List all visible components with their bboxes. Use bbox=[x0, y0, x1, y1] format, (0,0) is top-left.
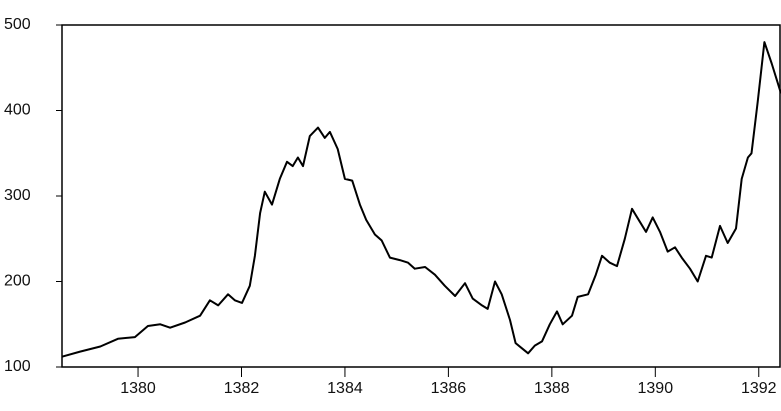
x-tick-label: 1392 bbox=[741, 380, 777, 397]
x-tick-label: 1386 bbox=[431, 380, 467, 397]
plot-frame bbox=[62, 25, 780, 367]
x-tick-label: 1388 bbox=[534, 380, 570, 397]
chart: 100 200 300 400 500 1380 1382 1384 1386 1388 1390 1… bbox=[0, 0, 781, 411]
x-tick-label: 1384 bbox=[327, 380, 363, 397]
y-tick-label: 200 bbox=[4, 273, 31, 290]
line-series bbox=[62, 42, 781, 357]
y-tick-label: 400 bbox=[4, 102, 31, 119]
x-tick-label: 1382 bbox=[224, 380, 260, 397]
y-tick-label: 500 bbox=[4, 16, 31, 33]
y-tick-label: 300 bbox=[4, 187, 31, 204]
y-tick-label: 100 bbox=[4, 358, 31, 375]
x-tick-label: 1390 bbox=[638, 380, 674, 397]
x-tick-label: 1380 bbox=[120, 380, 156, 397]
